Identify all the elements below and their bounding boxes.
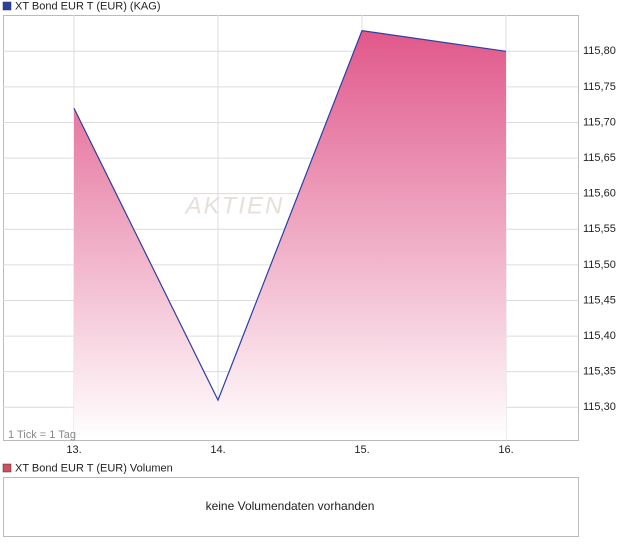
x-tick-label: 13. [66,444,81,456]
y-tick-label: 115,35 [583,366,616,378]
volume-frame [3,477,579,537]
tick-note: 1 Tick = 1 Tag [8,429,76,441]
y-tick-label: 115,55 [583,223,616,235]
y-tick-label: 115,60 [583,188,616,200]
line [73,30,507,402]
x-tick-label: 14. [210,444,225,456]
y-tick-label: 115,80 [583,45,616,57]
legend-swatch [2,1,12,11]
y-tick-label: 115,45 [583,294,616,306]
legend-label: XT Bond EUR T (EUR) (KAG) [15,0,160,12]
x-tick-label: 16. [498,444,513,456]
plot-frame [3,15,579,441]
y-tick-label: 115,30 [583,401,616,413]
y-tick-label: 115,40 [583,330,616,342]
y-tick-label: 115,70 [583,116,616,128]
y-tick-label: 115,75 [583,81,616,93]
volume-message: keine Volumendaten vorhanden [206,499,375,513]
y-tick-label: 115,50 [583,259,616,271]
y-tick-label: 115,65 [583,152,616,164]
volume-title: XT Bond EUR T (EUR) Volumen [15,462,173,474]
x-tick-label: 15. [354,444,369,456]
area-fill [74,30,506,440]
watermark: AKTIEN [184,192,285,219]
legend-swatch [2,463,12,473]
